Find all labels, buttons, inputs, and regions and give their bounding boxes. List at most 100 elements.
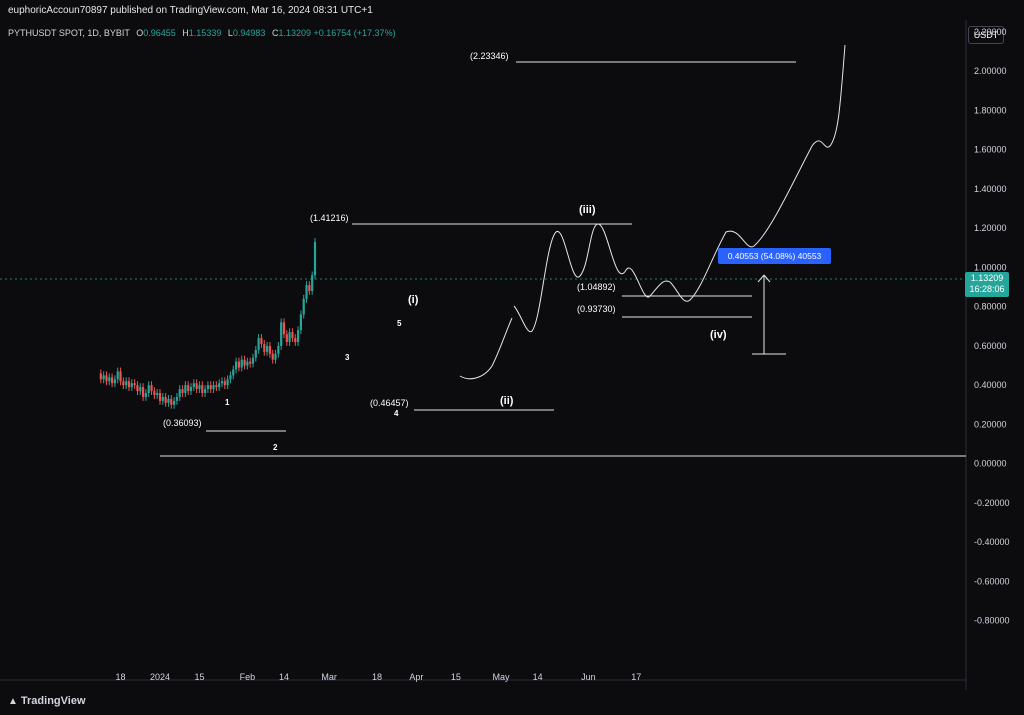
candle-body [218,383,221,388]
x-tick-label: Mar [321,672,337,682]
candle-body [274,353,277,360]
candle-body [175,396,179,401]
candle [144,389,148,401]
candle [113,375,117,388]
candle-body [156,393,159,395]
candle-body [263,343,266,352]
y-tick-label: 0.60000 [974,341,1007,351]
y-tick-label: -0.60000 [974,576,1010,586]
candle [161,393,164,405]
candle [206,381,210,394]
candle-body [254,349,257,358]
candle-body [237,361,241,368]
candle-body [305,285,308,299]
candle-body [302,298,305,315]
tv-logo-icon: ▲ [8,696,18,707]
candle [136,381,139,395]
candle-body [178,389,181,397]
x-tick-label: 2024 [150,672,170,682]
y-tick-label: 1.20000 [974,223,1007,233]
candle-body [311,275,314,291]
candle [263,340,266,356]
open-label: O [136,28,144,38]
candle-body [136,385,139,392]
candle-body [291,332,294,339]
symbol-info: PYTHUSDT SPOT, 1D, BYBIT O0.96455 H1.153… [8,28,396,38]
candle [110,373,114,388]
candle [243,355,246,370]
candle [246,357,249,370]
candle [218,379,221,392]
candle [212,381,215,394]
candle-body [125,381,128,386]
last-price-label: 1.13209 16:28:06 [965,272,1009,297]
candle [268,341,272,358]
candle-body [184,385,187,394]
candle-body [285,334,288,342]
candle-body [119,371,122,382]
candle [302,294,305,319]
y-tick-label: 0.40000 [974,380,1007,390]
candle [150,381,153,395]
subwave-label: 3 [345,353,350,362]
candle-body [299,314,302,331]
x-tick-label: 17 [631,672,641,682]
candle [99,369,102,384]
candle [156,389,159,399]
candle [172,396,176,409]
candle [313,237,317,280]
candle [195,379,198,394]
currency-button[interactable]: USDT [968,26,1004,44]
candle-body [99,373,102,380]
candle [153,387,156,399]
candle-body [268,345,272,354]
x-tick-label: Feb [240,672,256,682]
x-tick-label: Jun [581,672,596,682]
y-tick-label: 1.60000 [974,145,1007,155]
candle [237,357,241,372]
candle-body [232,369,235,376]
tradingview-logo-text: TradingView [20,695,86,707]
candle-body [271,353,274,360]
candle-body [144,393,148,397]
high-label: H [182,28,189,38]
candle [229,371,232,384]
candle-body [102,375,105,380]
candle [296,326,300,346]
symbol-name: PYTHUSDT SPOT, 1D, BYBIT [8,28,130,38]
candle-body [147,385,150,394]
candle [164,393,167,407]
x-tick-label: 15 [451,672,461,682]
candle-body [294,338,297,342]
candle-body [223,381,226,386]
candle [299,310,302,335]
close-value: 1.13209 [278,28,311,38]
x-tick-label: 18 [372,672,382,682]
candle-body [127,381,131,388]
bar-countdown: 16:28:06 [969,284,1005,294]
candle [187,381,190,395]
candle [178,385,181,401]
measure-label: 0.40553 (54.08%) 40553 [718,248,831,264]
candle [240,355,243,372]
low-label: L [227,28,233,38]
x-tick-label: 18 [116,672,126,682]
candle-body [167,398,170,403]
x-tick-label: 14 [533,672,543,682]
candle [265,341,269,356]
candle [133,379,136,390]
candle [108,373,111,386]
publisher-line: euphoricAccoun70897 published on Trading… [8,5,373,16]
candle [282,318,286,339]
wave-label: (i) [408,294,419,306]
candle [257,334,260,354]
candle-body [209,385,212,390]
candle-body [113,379,117,384]
candle [308,281,311,295]
wave-label: (iii) [579,204,596,216]
y-tick-label: 1.40000 [974,184,1007,194]
candle-body [164,396,167,403]
candle-body [265,345,269,352]
tradingview-logo[interactable]: ▲ TradingView [8,695,86,707]
